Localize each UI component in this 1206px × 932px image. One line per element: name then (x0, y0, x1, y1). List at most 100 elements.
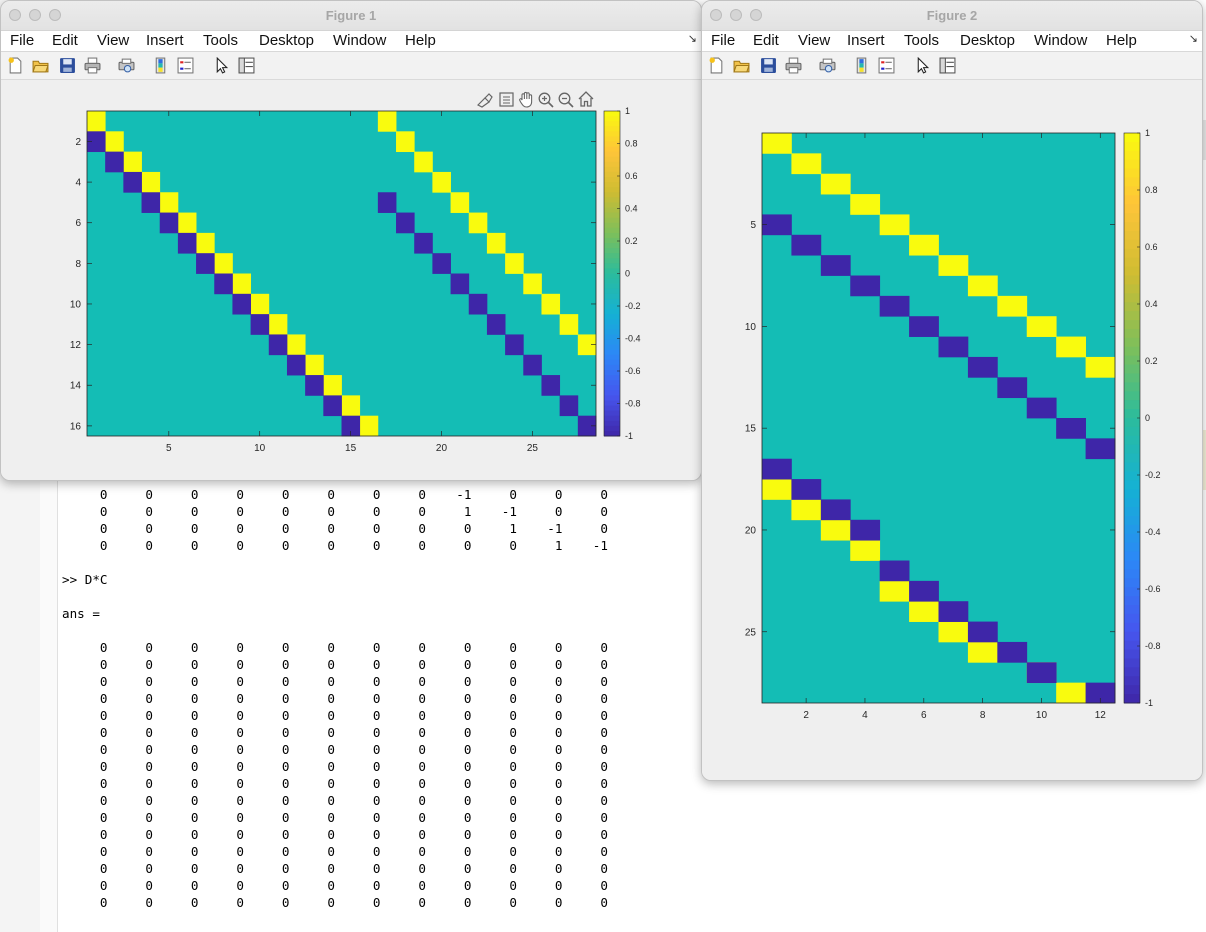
new-figure-icon[interactable] (708, 57, 725, 74)
heatmap-cell-plus-one (909, 601, 939, 622)
zoom-window-icon[interactable] (750, 9, 762, 21)
home-icon[interactable] (578, 91, 594, 107)
heatmap-cell-minus-one (377, 192, 397, 213)
heatmap-cell-minus-one (938, 601, 969, 622)
figure-1-canvas[interactable]: 5 10 15 20 25 2 4 6 8 10 12 14 16 1 0.8 0.6 0.4 0.2 0 -0.2 -… (1, 80, 701, 480)
colorbar-segment (1124, 248, 1140, 259)
menu-desktop[interactable]: Desktop (259, 32, 315, 49)
heatmap-cell-minus-one (341, 415, 361, 437)
figure-2-titlebar[interactable]: Figure 2 (702, 1, 1202, 31)
axes-box (86, 110, 597, 437)
pan-icon[interactable] (519, 91, 533, 108)
colorbar-segment (1124, 453, 1140, 464)
zoom-in-icon[interactable] (538, 92, 554, 108)
heatmap-cell-minus-one (505, 334, 524, 356)
colorbar-segment (604, 390, 620, 396)
colorbar-segment (1124, 418, 1140, 428)
figure-2-plot[interactable]: 2 4 6 8 10 12 5 10 15 20 25 1 0.8 0.6 0.4 0.2 0 -0.2 -0.4 -… (702, 80, 1202, 780)
y-tick-label: 2 (75, 137, 81, 148)
pointer-icon[interactable] (914, 57, 931, 74)
colorbar-segment (1124, 168, 1140, 179)
menu-file[interactable]: File (10, 32, 35, 49)
property-editor-icon[interactable] (238, 57, 255, 74)
heatmap-cell-plus-one (938, 255, 969, 276)
heatmap-cell-plus-one (505, 253, 524, 274)
legend-icon[interactable] (177, 57, 194, 74)
dock-arrow-icon[interactable]: ↘ (687, 33, 697, 45)
menu-file[interactable]: File (711, 32, 736, 49)
heatmap-cell-minus-one (468, 293, 488, 315)
menu-insert[interactable]: Insert (847, 32, 885, 49)
menu-help[interactable]: Help (405, 32, 436, 49)
colorbar-segment (1124, 133, 1140, 143)
colorbar-segment (604, 375, 620, 381)
open-file-icon[interactable] (733, 57, 750, 74)
menu-insert[interactable]: Insert (146, 32, 184, 49)
colorbar-segment (1124, 213, 1140, 223)
figure-2-window[interactable]: Figure 2 File Edit View Insert Tools Des… (701, 0, 1203, 781)
heatmap-cell-minus-one (820, 499, 851, 521)
legend-icon[interactable] (878, 57, 895, 74)
menu-edit[interactable]: Edit (753, 32, 779, 49)
colorbar-tick-label: -0.6 (1145, 584, 1161, 594)
dock-arrow-icon[interactable]: ↘ (1188, 33, 1198, 45)
zoom-out-icon[interactable] (558, 92, 574, 108)
y-tick-label: 14 (70, 381, 82, 392)
menu-view[interactable]: View (97, 32, 130, 49)
colorbar-segment (1124, 239, 1140, 250)
colorbar-segment (1124, 150, 1140, 161)
command-window-output: 0 0 0 0 0 0 0 0 -1 0 0 0 0 0 0 0 0 0 0 0… (62, 487, 608, 910)
heatmap-cell-minus-one (541, 375, 561, 396)
data-tips-icon[interactable] (499, 92, 514, 107)
new-figure-icon[interactable] (7, 57, 24, 74)
open-file-icon[interactable] (32, 57, 49, 74)
print-icon[interactable] (84, 57, 101, 74)
heatmap-cell-minus-one (523, 354, 542, 376)
x-tick-label: 6 (921, 710, 927, 721)
figure-1-titlebar[interactable]: Figure 1 (1, 1, 701, 31)
colorbar-segment (604, 227, 620, 234)
heatmap-cell-plus-one (323, 375, 342, 396)
pointer-icon[interactable] (213, 57, 230, 74)
menu-window[interactable]: Window (333, 32, 387, 49)
heatmap-cell-plus-one (486, 232, 506, 254)
menu-tools[interactable]: Tools (904, 32, 940, 49)
colorbar-segment (604, 430, 620, 437)
menu-tools[interactable]: Tools (203, 32, 239, 49)
property-editor-icon[interactable] (939, 57, 956, 74)
brush-icon[interactable] (476, 93, 493, 108)
zoom-window-icon[interactable] (49, 9, 61, 21)
save-icon[interactable] (760, 57, 777, 74)
menu-help[interactable]: Help (1106, 32, 1137, 49)
menu-edit[interactable]: Edit (52, 32, 78, 49)
print-icon[interactable] (785, 57, 802, 74)
colorbar-segment (604, 303, 620, 310)
menu-window[interactable]: Window (1034, 32, 1088, 49)
close-window-icon[interactable] (710, 9, 722, 21)
colorbar-segment (604, 131, 620, 137)
colorbar-icon[interactable] (853, 57, 870, 74)
print-preview-icon[interactable] (819, 57, 836, 74)
menu-desktop[interactable]: Desktop (960, 32, 1016, 49)
print-preview-icon[interactable] (118, 57, 135, 74)
colorbar-segment (604, 420, 620, 427)
menu-view[interactable]: View (798, 32, 831, 49)
colorbar-segment (604, 177, 620, 183)
colorbar-tick-label: 0.4 (625, 204, 638, 214)
figure-2-canvas[interactable]: 2 4 6 8 10 12 5 10 15 20 25 1 0.8 0.6 0.4 0.2 0 -0.2 -0.4 -… (702, 80, 1202, 780)
x-tick-label: 2 (803, 710, 809, 721)
colorbar-segment (604, 415, 620, 422)
figure-1-plot[interactable]: 5 10 15 20 25 2 4 6 8 10 12 14 16 1 0.8 0.6 0.4 0.2 0 -0.2 -… (1, 80, 701, 480)
figure-1-window[interactable]: Figure 1 File Edit View Insert Tools Des… (0, 0, 702, 481)
heatmap-cell-plus-one (396, 131, 415, 153)
minimize-window-icon[interactable] (29, 9, 41, 21)
save-icon[interactable] (59, 57, 76, 74)
close-window-icon[interactable] (9, 9, 21, 21)
colorbar-segment (604, 278, 620, 285)
heatmap-cell-plus-one (938, 621, 969, 643)
minimize-window-icon[interactable] (730, 9, 742, 21)
colorbar-segment (604, 212, 620, 219)
colorbar-icon[interactable] (152, 57, 169, 74)
x-tick-label: 5 (166, 443, 172, 454)
colorbar-segment (604, 116, 620, 122)
